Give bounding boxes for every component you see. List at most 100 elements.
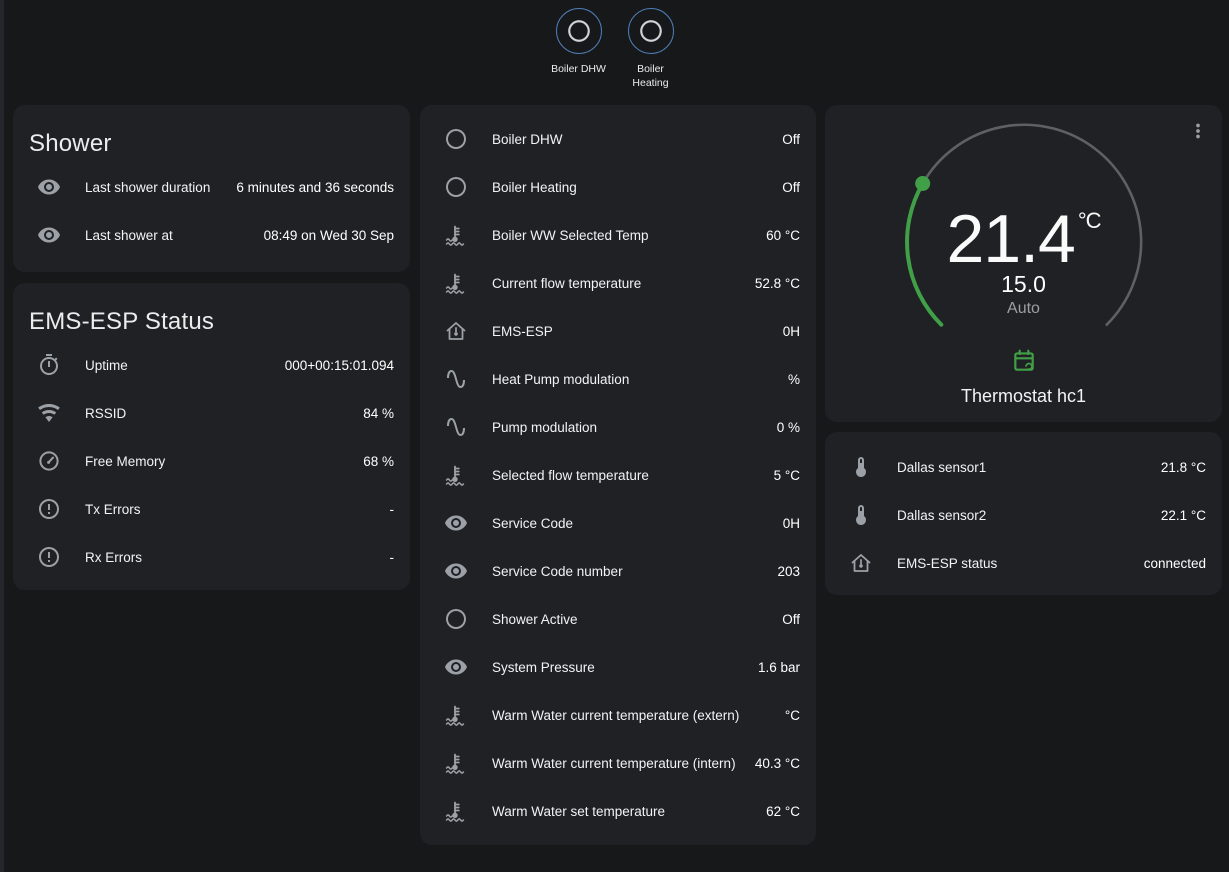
entity-row[interactable]: System Pressure 1.6 bar xyxy=(420,643,816,691)
entity-value: 52.8 °C xyxy=(754,275,800,291)
coolant-temperature-icon xyxy=(436,703,476,727)
entity-label: Warm Water set temperature xyxy=(492,803,666,819)
entity-label: Boiler Heating xyxy=(492,179,577,195)
entity-row[interactable]: Boiler Heating Off xyxy=(420,163,816,211)
entity-label: Pump modulation xyxy=(492,419,598,435)
entity-label: Last shower duration xyxy=(85,179,211,195)
entity-row[interactable]: EMS-ESP status connected xyxy=(825,539,1222,587)
entity-label: Boiler DHW xyxy=(492,131,563,147)
hvac-mode: Auto xyxy=(1007,300,1040,317)
eye-icon xyxy=(436,655,476,679)
entity-row[interactable]: Current flow temperature 52.8 °C xyxy=(420,259,816,307)
home-thermometer-icon xyxy=(841,551,881,575)
thermometer-icon xyxy=(841,455,881,479)
entity-row[interactable]: Selected flow temperature 5 °C xyxy=(420,451,816,499)
badge-boiler-dhw[interactable]: Boiler DHW xyxy=(549,8,609,90)
entity-row[interactable]: Tx Errors - xyxy=(13,485,410,533)
timer-icon xyxy=(29,353,69,377)
entity-row[interactable]: Last shower at 08:49 on Wed 30 Sep xyxy=(13,211,410,259)
badge-boiler-heating[interactable]: Boiler Heating xyxy=(621,8,681,90)
entity-row[interactable]: Warm Water set temperature 62 °C xyxy=(420,787,816,835)
circle-outline-icon xyxy=(627,8,674,54)
entity-label: Warm Water current temperature (extern) xyxy=(492,707,740,723)
entity-label: EMS-ESP status xyxy=(897,555,998,571)
badge-label: Boiler DHW xyxy=(551,63,606,75)
dial-track xyxy=(921,123,1143,326)
card-title: Shower xyxy=(29,130,112,157)
boiler-entities-card: Boiler DHW Off Boiler Heating Off Boiler… xyxy=(420,105,816,845)
entity-row[interactable]: Last shower duration 6 minutes and 36 se… xyxy=(13,163,410,211)
entity-value: 84 % xyxy=(363,405,394,421)
entity-value: 60 °C xyxy=(766,227,800,243)
entity-row[interactable]: Service Code number 203 xyxy=(420,547,816,595)
eye-icon xyxy=(29,175,69,199)
entity-row[interactable]: Boiler DHW Off xyxy=(420,115,816,163)
thermostat-dial[interactable] xyxy=(899,117,1149,367)
temperature-unit: °C xyxy=(1077,208,1102,233)
entity-label: Heat Pump modulation xyxy=(492,371,630,387)
sensors-card: Dallas sensor1 21.8 °C Dallas sensor2 22… xyxy=(825,432,1222,595)
entity-row[interactable]: Uptime 000+00:15:01.094 xyxy=(13,341,410,389)
entity-value: 0H xyxy=(782,323,800,339)
thermometer-icon xyxy=(841,503,881,527)
entity-label: Free Memory xyxy=(85,453,166,469)
entity-row[interactable]: Heat Pump modulation % xyxy=(420,355,816,403)
entity-row[interactable]: Pump modulation 0 % xyxy=(420,403,816,451)
entity-label: Last shower at xyxy=(85,227,173,243)
coolant-temperature-icon xyxy=(436,751,476,775)
entity-label: Dallas sensor2 xyxy=(897,507,987,523)
kebab-menu-icon[interactable] xyxy=(1184,117,1212,145)
entity-value: connected xyxy=(1143,555,1206,571)
entity-label: Uptime xyxy=(85,357,128,373)
calendar-sync-icon[interactable] xyxy=(825,348,1222,374)
entity-value: - xyxy=(389,501,395,517)
entity-label: EMS-ESP xyxy=(492,323,553,339)
entity-label: Current flow temperature xyxy=(492,275,642,291)
entity-row[interactable]: RSSID 84 % xyxy=(13,389,410,437)
badge-row: Boiler DHW Boiler Heating xyxy=(0,8,1229,90)
entity-value: 62 °C xyxy=(766,803,800,819)
entity-row[interactable]: Free Memory 68 % xyxy=(13,437,410,485)
eye-icon xyxy=(436,511,476,535)
entity-value: 0H xyxy=(782,515,800,531)
eye-icon xyxy=(29,223,69,247)
entity-row[interactable]: Warm Water current temperature (intern) … xyxy=(420,739,816,787)
entity-row[interactable]: Dallas sensor2 22.1 °C xyxy=(825,491,1222,539)
entity-label: Boiler WW Selected Temp xyxy=(492,227,649,243)
entity-row[interactable]: Warm Water current temperature (extern) … xyxy=(420,691,816,739)
entity-value: Off xyxy=(782,611,800,627)
thermostat-card: 21.4 °C 15.0 Auto Thermostat hc1 xyxy=(825,105,1222,422)
alert-circle-icon xyxy=(29,497,69,521)
entity-value: 08:49 on Wed 30 Sep xyxy=(263,227,394,243)
entity-value: 22.1 °C xyxy=(1160,507,1206,523)
entity-value: Off xyxy=(782,131,800,147)
wifi-icon xyxy=(29,401,69,425)
entity-label: Dallas sensor1 xyxy=(897,459,987,475)
eye-icon xyxy=(436,559,476,583)
circle-outline-icon xyxy=(436,127,476,151)
alert-circle-icon xyxy=(29,545,69,569)
entity-value: 000+00:15:01.094 xyxy=(284,357,394,373)
entity-row[interactable]: EMS-ESP 0H xyxy=(420,307,816,355)
entity-value: 0 % xyxy=(776,419,800,435)
current-temperature: 21.4 °C xyxy=(946,201,1102,277)
entity-label: Tx Errors xyxy=(85,501,141,517)
entity-row[interactable]: Rx Errors - xyxy=(13,533,410,581)
coolant-temperature-icon xyxy=(436,799,476,823)
target-temperature: 15.0 xyxy=(1001,271,1046,297)
circle-outline-icon xyxy=(436,175,476,199)
entity-label: Warm Water current temperature (intern) xyxy=(492,755,736,771)
coolant-temperature-icon xyxy=(436,463,476,487)
entity-row[interactable]: Boiler WW Selected Temp 60 °C xyxy=(420,211,816,259)
entity-row[interactable]: Shower Active Off xyxy=(420,595,816,643)
entity-label: RSSID xyxy=(85,405,127,421)
badge-label: Boiler Heating xyxy=(632,63,669,89)
shower-card: Shower Last shower duration 6 minutes an… xyxy=(13,105,410,272)
dial-handle[interactable] xyxy=(915,176,931,191)
entity-value: - xyxy=(389,549,395,565)
entity-label: Shower Active xyxy=(492,611,578,627)
left-edge-gutter xyxy=(0,0,4,872)
entity-row[interactable]: Service Code 0H xyxy=(420,499,816,547)
entity-row[interactable]: Dallas sensor1 21.8 °C xyxy=(825,443,1222,491)
